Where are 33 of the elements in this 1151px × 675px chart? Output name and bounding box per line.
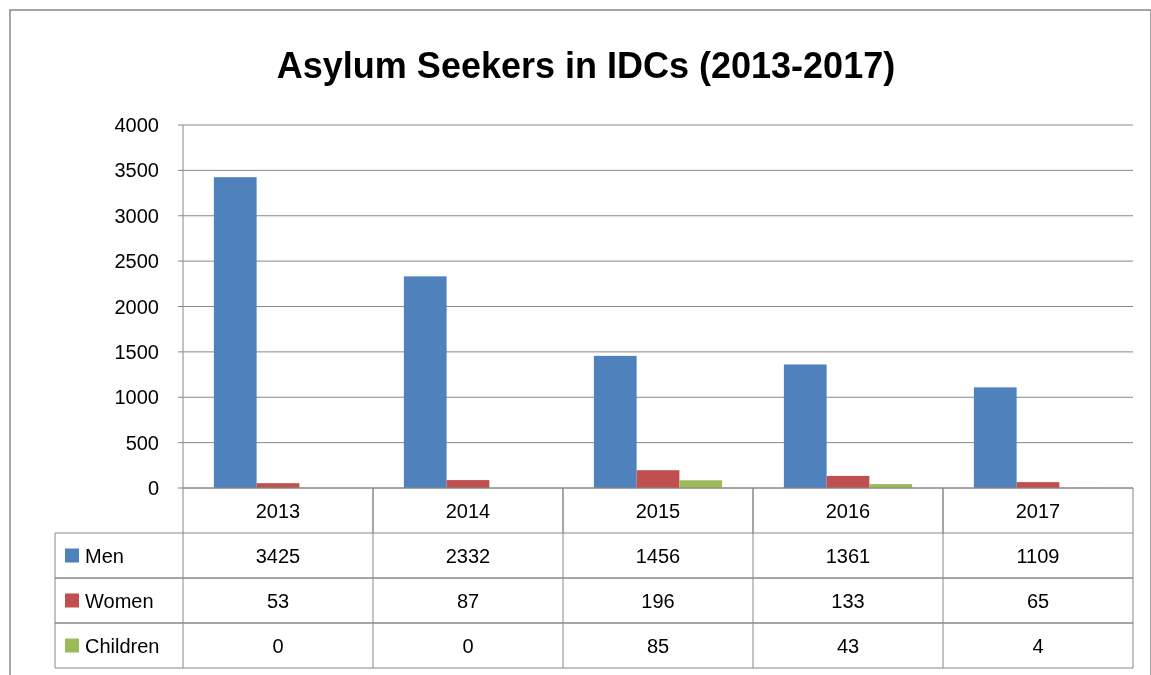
y-tick-label: 1500 xyxy=(114,340,159,363)
data-label: 0 xyxy=(272,634,284,657)
data-label: 2332 xyxy=(445,544,491,567)
y-tick-label: 3000 xyxy=(114,204,159,227)
data-label: 87 xyxy=(456,589,480,612)
data-label: 1456 xyxy=(635,544,681,567)
data-label: 53 xyxy=(266,589,290,612)
data-label: 4 xyxy=(1032,634,1044,657)
data-label: 3425 xyxy=(255,544,301,567)
chart-title: Asylum Seekers in IDCs (2013-2017) xyxy=(276,45,896,86)
x-tick-label: 2015 xyxy=(635,499,681,522)
x-tick-label: 2013 xyxy=(255,499,301,522)
legend-label: Children xyxy=(85,634,160,657)
y-tick-label: 0 xyxy=(147,477,159,499)
legend-label: Men xyxy=(85,544,124,567)
x-tick-label: 2017 xyxy=(1015,499,1061,522)
data-label: 65 xyxy=(1026,589,1050,612)
data-label: 0 xyxy=(462,634,474,657)
y-tick-label: 2500 xyxy=(114,250,159,273)
x-tick-label: 2016 xyxy=(825,499,871,522)
data-label: 133 xyxy=(831,589,865,612)
x-tick-label: 2014 xyxy=(445,499,491,522)
legend-label: Women xyxy=(85,589,154,612)
data-label: 1361 xyxy=(825,544,871,567)
y-tick-label: 1000 xyxy=(114,386,159,409)
data-label: 1109 xyxy=(1016,544,1060,567)
data-label: 43 xyxy=(836,634,860,657)
y-tick-label: 2000 xyxy=(114,295,159,318)
y-tick-label: 500 xyxy=(125,431,159,454)
y-tick-label: 4000 xyxy=(114,114,159,136)
data-label: 85 xyxy=(646,634,670,657)
y-tick-label: 3500 xyxy=(114,159,159,182)
data-label: 196 xyxy=(641,589,675,612)
